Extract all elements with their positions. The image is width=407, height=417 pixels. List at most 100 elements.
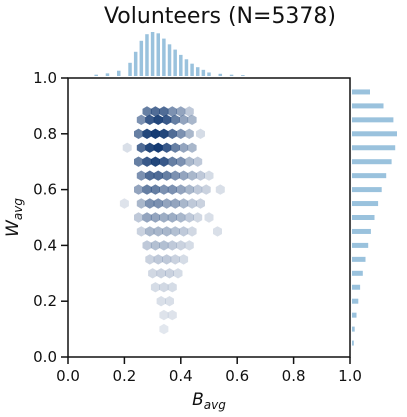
y-tick-label: 0.8 [33,125,57,143]
marginal-y-bar [352,173,387,179]
hex-cell [136,114,146,125]
hex-cell [179,254,189,265]
marginal-y-bar [352,228,371,234]
marginal-x-bar [94,74,98,76]
hex-cell [153,170,163,181]
hex-cell [148,268,158,279]
hex-cell [167,128,177,139]
hex-cell [179,170,189,181]
hex-cell [153,254,163,265]
hex-cell [145,114,155,125]
x-tick-label: 0.2 [112,367,136,385]
marginal-x-bar [139,40,144,76]
x-axis-label: Bavg [192,390,226,412]
hex-cell [179,114,189,125]
hex-cell [196,128,205,139]
hex-cell [136,198,146,209]
hex-cell [145,198,155,209]
hex-cell [162,114,172,125]
hex-cell [167,282,177,293]
hex-cell [145,142,155,153]
hex-cell [187,142,197,153]
marginal-y-bar [352,131,397,137]
hex-cell [176,106,186,117]
hex-cell [184,156,194,167]
hex-cell [187,226,197,237]
marginal-x-bar [105,73,110,76]
marginal-y-bar [352,145,396,151]
hex-cell [159,156,169,167]
hex-cell [170,254,180,265]
y-axis: 0.0 0.2 0.4 0.6 0.8 1.0 [33,69,68,366]
hex-cell [179,142,189,153]
x-axis-label-sub: avg [204,398,226,412]
hex-cell [142,106,152,117]
hex-cell [150,212,160,223]
hex-cell [162,254,172,265]
hex-cell [142,240,152,251]
y-tick-label: 0.2 [33,292,57,310]
hex-cell [153,226,163,237]
hex-cell [167,309,177,321]
marginal-x-bar [133,51,138,76]
hex-cell [187,114,197,125]
marginal-x-bar [173,49,177,76]
marginal-y-histogram [352,89,397,346]
hex-cell [150,282,160,293]
hex-cell [145,170,155,181]
hex-cell [179,198,189,209]
y-axis-label-sub: avg [11,198,25,220]
marginal-y-bar [352,89,370,95]
hex-cell [134,212,143,223]
hex-cell [176,212,186,223]
marginal-x-bar [184,59,189,76]
hex-cell [150,156,160,167]
y-tick-label: 1.0 [33,69,57,87]
marginal-y-bar [352,187,382,193]
hex-cell [142,212,152,223]
marginal-y-bar [352,117,394,123]
hex-cell [167,156,177,167]
hex-cell [170,170,180,181]
plot-frame [67,77,351,358]
marginal-x-bar [117,70,121,76]
x-tick-label: 1.0 [338,367,362,385]
x-axis: 0.0 0.2 0.4 0.6 0.8 1.0 [56,357,362,385]
hex-cell [136,226,146,237]
hex-cell [134,184,143,195]
x-tick-label: 0.4 [169,367,193,385]
hex-cell [193,212,203,223]
marginal-y-bar [352,103,384,109]
marginal-y-bar [352,242,369,248]
hex-cell [119,198,129,209]
marginal-y-bar [352,340,354,346]
y-axis-label: Wavg [3,198,25,237]
marginal-y-bar [352,284,361,290]
marginal-x-bar [128,62,132,76]
hex-cell [167,184,177,195]
hex-cell [193,184,203,195]
marginal-x-bar [150,32,155,76]
hex-cell [159,323,169,335]
hex-cell [184,106,194,117]
hex-cell [196,198,205,209]
hex-cell [184,128,194,139]
marginal-x-bar [207,72,211,76]
marginal-y-bar [352,326,355,332]
x-tick-label: 0.8 [282,367,306,385]
hex-cell [153,142,163,153]
hex-cell [165,268,174,279]
hex-cell [162,198,172,209]
hex-cell [134,156,143,167]
hex-cell [187,198,197,209]
hex-cell [145,254,155,265]
hex-cell [159,106,169,117]
hex-cell [156,296,166,307]
hex-cell [215,184,225,195]
marginal-x-bar [201,69,206,76]
hex-cell [159,212,169,223]
hex-cell [204,212,214,223]
hex-cell [162,142,172,153]
hex-cell [176,240,186,251]
